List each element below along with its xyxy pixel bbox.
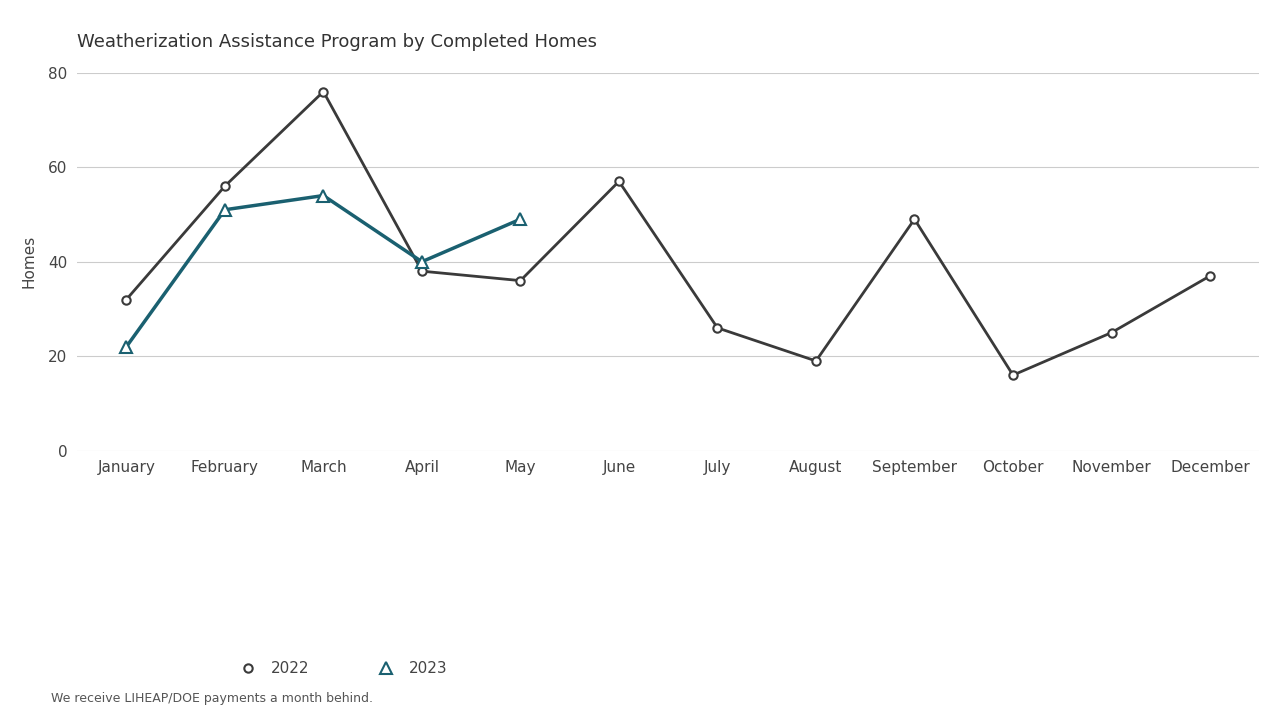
Text: We receive LIHEAP/DOE payments a month behind.: We receive LIHEAP/DOE payments a month b… [51, 692, 374, 705]
Text: Weatherization Assistance Program by Completed Homes: Weatherization Assistance Program by Com… [77, 33, 598, 51]
Legend: 2022, 2023: 2022, 2023 [226, 655, 454, 682]
Y-axis label: Homes: Homes [22, 235, 37, 289]
